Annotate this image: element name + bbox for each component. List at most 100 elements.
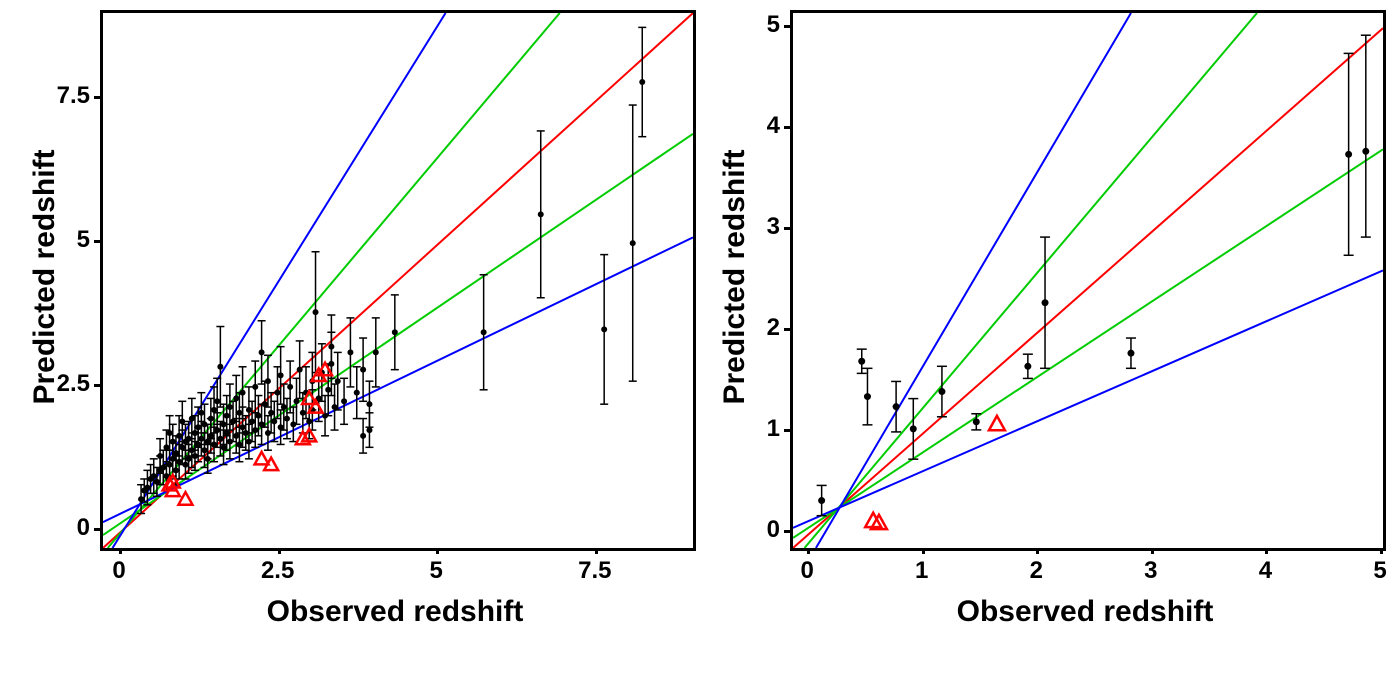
xtick-mark bbox=[595, 548, 598, 554]
data-point bbox=[366, 427, 372, 433]
ytick-label: 2 bbox=[767, 314, 780, 342]
data-point bbox=[227, 404, 233, 410]
triangle-marker bbox=[178, 492, 192, 505]
data-point bbox=[240, 424, 246, 430]
data-point bbox=[281, 404, 287, 410]
data-point bbox=[255, 413, 261, 419]
ytick-mark bbox=[94, 240, 100, 243]
data-point bbox=[246, 407, 252, 413]
data-point bbox=[300, 410, 306, 416]
ytick-label: 5 bbox=[767, 11, 780, 39]
left-xlabel: Observed redshift bbox=[245, 595, 545, 629]
xtick-label: 7.5 bbox=[575, 557, 615, 585]
data-point bbox=[265, 378, 271, 384]
reference-line bbox=[793, 28, 1383, 548]
data-point bbox=[262, 401, 268, 407]
ytick-mark bbox=[784, 530, 790, 533]
ytick-label: 3 bbox=[767, 213, 780, 241]
plot-svg bbox=[793, 13, 1383, 548]
data-point bbox=[1127, 350, 1134, 357]
data-point bbox=[268, 410, 274, 416]
data-point bbox=[179, 418, 185, 424]
ytick-label: 0 bbox=[77, 514, 90, 542]
xtick-label: 5 bbox=[1360, 557, 1400, 585]
data-point bbox=[601, 326, 607, 332]
data-point bbox=[366, 401, 372, 407]
data-point bbox=[1042, 299, 1049, 306]
data-point bbox=[221, 421, 227, 427]
xtick-mark bbox=[922, 548, 925, 554]
data-point bbox=[910, 425, 917, 432]
xtick-mark bbox=[119, 548, 122, 554]
data-point bbox=[167, 462, 173, 468]
data-point bbox=[274, 390, 280, 396]
data-point bbox=[176, 459, 182, 465]
ytick-label: 2.5 bbox=[57, 370, 90, 398]
data-point bbox=[154, 479, 160, 485]
plot-svg bbox=[103, 13, 693, 548]
data-point bbox=[938, 388, 945, 395]
data-point bbox=[214, 398, 220, 404]
data-point bbox=[192, 453, 198, 459]
ytick-label: 7.5 bbox=[57, 82, 90, 110]
figure: Predicted redshift Observed redshift Pre… bbox=[0, 0, 1400, 676]
data-point bbox=[221, 444, 227, 450]
ytick-mark bbox=[94, 384, 100, 387]
xtick-mark bbox=[1265, 548, 1268, 554]
data-point bbox=[205, 439, 211, 445]
data-point bbox=[360, 367, 366, 373]
data-point bbox=[160, 464, 166, 470]
data-point bbox=[278, 424, 284, 430]
right-xlabel: Observed redshift bbox=[935, 595, 1235, 629]
data-point bbox=[170, 439, 176, 445]
data-point bbox=[163, 444, 169, 450]
data-point bbox=[293, 398, 299, 404]
xtick-label: 2 bbox=[1016, 557, 1056, 585]
data-point bbox=[224, 430, 230, 436]
ytick-mark bbox=[94, 96, 100, 99]
left-plot-area bbox=[100, 10, 696, 551]
xtick-mark bbox=[436, 548, 439, 554]
xtick-label: 4 bbox=[1245, 557, 1285, 585]
data-point bbox=[240, 390, 246, 396]
data-point bbox=[347, 349, 353, 355]
data-point bbox=[639, 79, 645, 85]
right-plot-area bbox=[790, 10, 1386, 551]
data-point bbox=[287, 384, 293, 390]
data-point bbox=[211, 407, 217, 413]
triangle-marker bbox=[989, 416, 1005, 430]
data-point bbox=[328, 344, 334, 350]
xtick-mark bbox=[807, 548, 810, 554]
reference-line bbox=[793, 270, 1383, 527]
data-point bbox=[1345, 151, 1352, 158]
data-point bbox=[138, 496, 144, 502]
data-point bbox=[373, 349, 379, 355]
data-point bbox=[151, 473, 157, 479]
ytick-label: 5 bbox=[77, 226, 90, 254]
data-point bbox=[252, 427, 258, 433]
data-point bbox=[214, 427, 220, 433]
data-point bbox=[284, 416, 290, 422]
ytick-mark bbox=[784, 227, 790, 230]
data-point bbox=[198, 410, 204, 416]
data-point bbox=[354, 390, 360, 396]
xtick-mark bbox=[1380, 548, 1383, 554]
xtick-label: 0 bbox=[99, 557, 139, 585]
data-point bbox=[864, 393, 871, 400]
data-point bbox=[278, 372, 284, 378]
data-point bbox=[182, 462, 188, 468]
ytick-mark bbox=[784, 25, 790, 28]
data-point bbox=[858, 358, 865, 365]
data-point bbox=[1362, 148, 1369, 155]
data-point bbox=[249, 418, 255, 424]
data-point bbox=[392, 329, 398, 335]
data-point bbox=[893, 403, 900, 410]
data-point bbox=[192, 430, 198, 436]
data-point bbox=[195, 441, 201, 447]
data-point bbox=[259, 421, 265, 427]
data-point bbox=[335, 378, 341, 384]
data-point bbox=[360, 433, 366, 439]
xtick-label: 1 bbox=[902, 557, 942, 585]
data-point bbox=[217, 436, 223, 442]
data-point bbox=[186, 456, 192, 462]
